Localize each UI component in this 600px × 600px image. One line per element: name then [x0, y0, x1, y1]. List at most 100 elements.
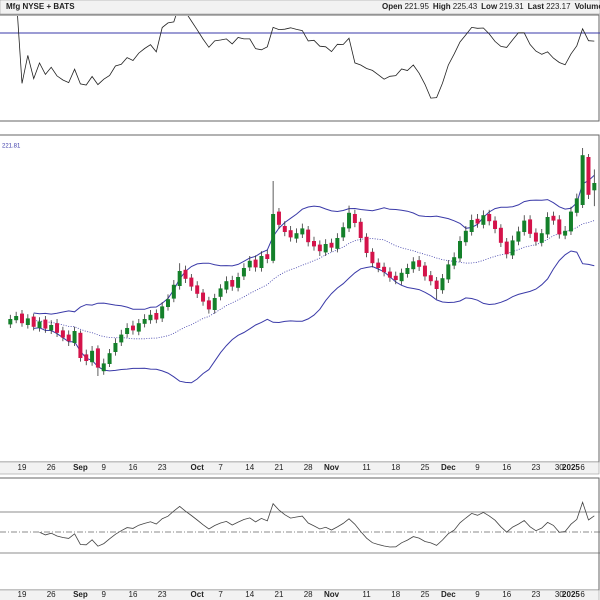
rsi-layer	[17, 16, 595, 99]
quote-value: 221.95	[404, 2, 429, 11]
candle-body	[148, 314, 153, 321]
candle-body	[183, 269, 188, 279]
x-tick-label: Oct	[191, 463, 205, 472]
candle-body	[498, 227, 503, 243]
candle-body	[329, 242, 334, 248]
x-tick-label: Oct	[191, 590, 205, 599]
candle-body	[580, 155, 585, 205]
x-tick-label: Nov	[324, 463, 340, 472]
candle-body	[212, 298, 217, 310]
x-tick-label: 16	[502, 463, 511, 472]
candle-body	[312, 241, 316, 247]
bollinger-lower	[33, 250, 595, 384]
x-tick-label: 16	[502, 590, 511, 599]
x-tick-label: Dec	[441, 463, 456, 472]
quote-line: Open 221.95 High 225.43 Low 219.31 Last 223.17 V…	[382, 2, 600, 11]
x-tick-label: 9	[475, 590, 480, 599]
candle-body	[347, 212, 352, 229]
quote-label: Low	[481, 2, 498, 11]
x-tick-label: 9	[475, 463, 480, 472]
rsi-line	[17, 16, 595, 99]
candle-body	[154, 313, 159, 320]
candle-body	[399, 272, 404, 282]
candle-body	[20, 313, 24, 324]
candle-body	[317, 244, 322, 252]
candle-body	[160, 306, 165, 319]
candle-body	[171, 284, 176, 299]
candle-body	[113, 343, 118, 352]
bollinger-upper	[33, 174, 595, 315]
x-tick-label: 14	[245, 463, 254, 472]
oscillator-panel	[0, 477, 600, 591]
candle-body	[393, 275, 398, 280]
candle-body	[411, 261, 416, 270]
candle-body	[370, 251, 375, 264]
candle-body	[224, 281, 229, 290]
candle-body	[335, 238, 340, 249]
x-tick-label: 2025	[562, 463, 580, 472]
x-tick-label: 16	[129, 463, 138, 472]
quote-label: Last	[528, 2, 545, 11]
candle-body	[78, 332, 83, 358]
x-tick-label: 28	[304, 590, 313, 599]
candle-body	[25, 318, 30, 325]
candle-body	[14, 316, 19, 321]
x-tick-label: 23	[531, 463, 540, 472]
candle-body	[55, 323, 60, 333]
candle-body	[493, 220, 498, 229]
quote-value: 219.31	[499, 2, 524, 11]
candle-body	[586, 157, 591, 195]
candle-body	[551, 215, 556, 221]
candle-body	[177, 271, 182, 286]
candle-body	[475, 218, 480, 224]
x-tick-label: 25	[421, 463, 430, 472]
candle-body	[463, 230, 468, 243]
candle-body	[592, 182, 597, 191]
candle-body	[557, 219, 562, 235]
candle-body	[130, 325, 135, 331]
candle-body	[49, 325, 54, 331]
quote-label: Open	[382, 2, 403, 11]
candle-body	[545, 217, 550, 235]
candle-body	[236, 277, 241, 288]
x-tick-label: 19	[18, 590, 27, 599]
indicator-value: 221.81	[2, 144, 21, 150]
x-tick-label: 21	[275, 463, 284, 472]
x-tick-label: Sep	[73, 590, 88, 599]
candle-body	[84, 354, 89, 361]
candle-body	[417, 260, 422, 267]
candle-body	[563, 230, 568, 236]
x-tick-label: Dec	[441, 590, 456, 599]
x-tick-label: 30	[555, 463, 564, 472]
candle-body	[201, 292, 206, 302]
candle-body	[516, 231, 521, 242]
candle-body	[481, 215, 486, 225]
candle-body	[288, 230, 293, 238]
symbol-label: Mfg NYSE + BATS	[6, 2, 75, 11]
candle-body	[72, 331, 77, 343]
candle-body	[364, 236, 369, 253]
quote-label: High	[433, 2, 451, 11]
x-tick-label: 11	[362, 590, 371, 599]
x-tick-label: 16	[129, 590, 138, 599]
candle-body	[574, 198, 579, 213]
oscillator-line	[39, 501, 595, 548]
candle-body	[271, 214, 276, 261]
candle-body	[504, 241, 509, 255]
candle-body	[382, 266, 387, 273]
candle-body	[31, 316, 36, 327]
candle-body	[136, 323, 141, 332]
x-tick-label: 9	[102, 590, 107, 599]
candle-body	[107, 353, 112, 364]
x-tick-label: 19	[18, 463, 27, 472]
candle-body	[458, 241, 462, 259]
candle-body	[247, 260, 252, 268]
candle-body	[101, 363, 106, 372]
header-strip	[0, 0, 600, 15]
candle-body	[189, 277, 194, 287]
candle-body	[440, 278, 445, 291]
x-tick-label: 6	[580, 590, 585, 599]
quote-label: Volume	[575, 2, 600, 11]
candle-body	[422, 265, 427, 277]
x-tick-label: 6	[580, 463, 585, 472]
